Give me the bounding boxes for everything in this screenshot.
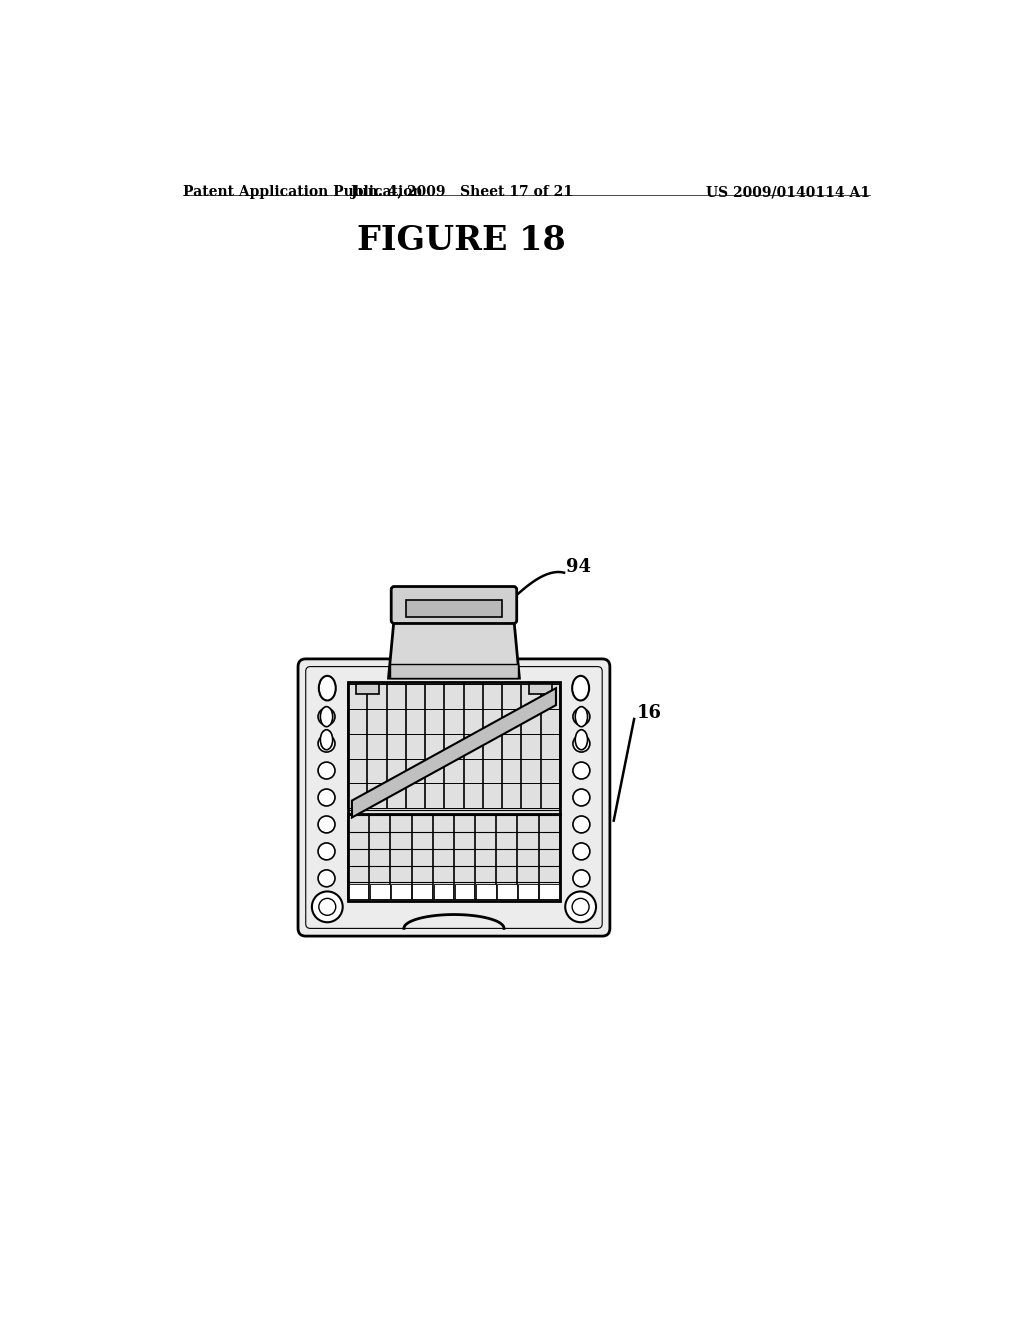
Circle shape xyxy=(572,843,590,859)
Polygon shape xyxy=(388,616,519,678)
Circle shape xyxy=(572,816,590,833)
Ellipse shape xyxy=(321,706,333,726)
Bar xyxy=(529,684,552,694)
Ellipse shape xyxy=(321,730,333,750)
Bar xyxy=(518,884,538,899)
Bar xyxy=(348,682,560,902)
Bar xyxy=(390,664,518,678)
Circle shape xyxy=(318,708,335,725)
FancyBboxPatch shape xyxy=(298,659,610,936)
Ellipse shape xyxy=(572,676,589,701)
Circle shape xyxy=(318,870,335,887)
Circle shape xyxy=(572,735,590,752)
Circle shape xyxy=(318,816,335,833)
Circle shape xyxy=(312,891,343,923)
Polygon shape xyxy=(352,688,556,817)
Text: US 2009/0140114 A1: US 2009/0140114 A1 xyxy=(706,185,869,199)
Circle shape xyxy=(572,708,590,725)
Circle shape xyxy=(572,762,590,779)
Ellipse shape xyxy=(575,706,588,726)
Bar xyxy=(497,884,517,899)
Bar xyxy=(413,884,432,899)
Circle shape xyxy=(318,762,335,779)
Bar xyxy=(406,599,502,616)
Bar xyxy=(370,884,390,899)
Bar xyxy=(540,884,559,899)
Circle shape xyxy=(565,891,596,923)
Circle shape xyxy=(318,735,335,752)
Bar xyxy=(391,884,411,899)
FancyBboxPatch shape xyxy=(391,586,517,623)
Text: Jun. 4, 2009   Sheet 17 of 21: Jun. 4, 2009 Sheet 17 of 21 xyxy=(350,185,572,199)
Text: FIGURE 18: FIGURE 18 xyxy=(357,224,566,257)
Bar xyxy=(476,884,496,899)
Circle shape xyxy=(318,789,335,807)
Ellipse shape xyxy=(575,730,588,750)
Bar xyxy=(433,884,454,899)
Bar xyxy=(355,684,379,694)
Circle shape xyxy=(318,843,335,859)
Circle shape xyxy=(572,899,589,915)
Bar xyxy=(455,884,474,899)
Bar xyxy=(349,884,369,899)
Circle shape xyxy=(572,789,590,807)
Circle shape xyxy=(572,870,590,887)
Ellipse shape xyxy=(318,676,336,701)
Text: Patent Application Publication: Patent Application Publication xyxy=(183,185,423,199)
Text: 94: 94 xyxy=(565,557,591,576)
Text: 16: 16 xyxy=(637,704,663,722)
Circle shape xyxy=(318,899,336,915)
